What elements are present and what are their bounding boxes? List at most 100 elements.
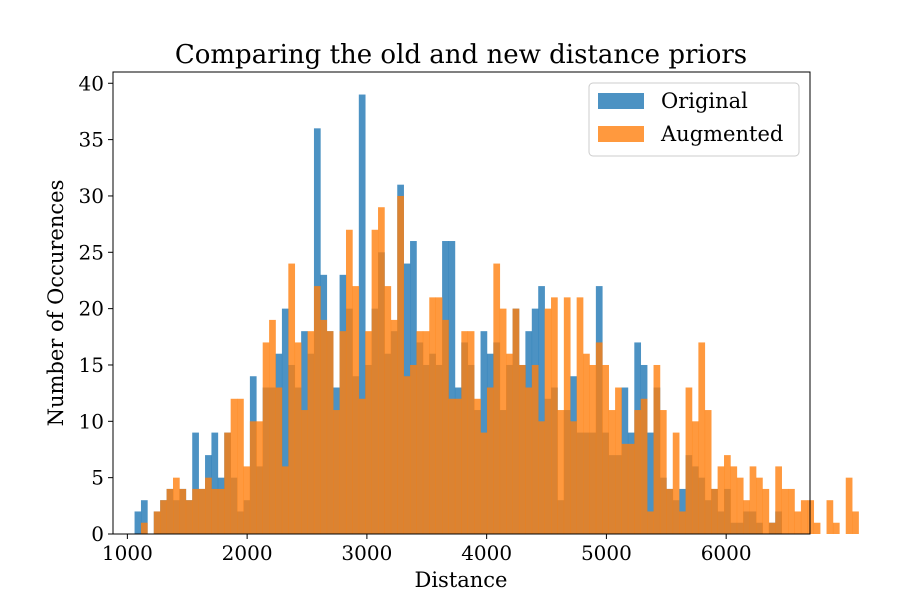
legend: Original Augmented (588, 82, 800, 157)
legend-label-augmented: Augmented (660, 122, 783, 146)
bar-augmented (640, 398, 648, 534)
bar-augmented (307, 331, 315, 534)
bar-augmented (454, 398, 462, 534)
bar-augmented (621, 443, 629, 534)
bar-augmented (352, 286, 360, 534)
bar-augmented (576, 297, 584, 534)
bar-augmented (736, 477, 744, 534)
bar-augmented (659, 410, 667, 534)
bar-augmented (288, 263, 296, 534)
plot-frame (112, 71, 811, 535)
bar-augmented (378, 207, 385, 534)
x-axis-label: Distance (414, 568, 507, 592)
bar-augmented (512, 308, 520, 534)
bar-augmented (403, 376, 411, 534)
bar-augmented (301, 410, 308, 534)
bar-augmented (480, 432, 488, 534)
bars-layer (134, 94, 859, 535)
bar-augmented (794, 511, 802, 534)
bar-augmented (518, 364, 526, 534)
bar-augmented (313, 286, 321, 534)
y-tick-label: 30 (79, 184, 104, 208)
bar-augmented (845, 477, 853, 534)
bar-augmented (749, 466, 757, 534)
bar-augmented (230, 398, 238, 534)
bar-augmented (365, 331, 372, 534)
bar-augmented (756, 477, 763, 534)
bar-augmented (224, 432, 231, 534)
bar-augmented (711, 488, 718, 534)
bar-augmented (448, 398, 456, 534)
bar-augmented (243, 466, 251, 534)
bar-original (358, 94, 366, 534)
bar-augmented (429, 297, 436, 534)
bar-augmented (442, 319, 449, 534)
bar-augmented (595, 342, 603, 534)
bar-augmented (685, 387, 693, 534)
bar-augmented (826, 500, 834, 534)
bar-augmented (185, 500, 193, 534)
bar-augmented (326, 331, 334, 534)
bar-augmented (832, 522, 840, 534)
bar-augmented (852, 511, 859, 534)
bar-augmented (269, 319, 276, 534)
chart-title: Comparing the old and new distance prior… (175, 40, 747, 70)
bar-augmented (217, 488, 225, 534)
bar-augmented (173, 477, 180, 534)
bar-original (140, 500, 148, 534)
x-tick-label: 2000 (222, 541, 273, 565)
bar-augmented (422, 331, 430, 534)
bar-augmented (192, 488, 199, 534)
bar-original (448, 241, 456, 534)
bar-augmented (775, 466, 782, 534)
bar-augmented (724, 455, 731, 534)
bar-original (538, 286, 545, 534)
bar-augmented (339, 331, 347, 534)
bar-augmented (262, 342, 270, 534)
bar-original (192, 432, 199, 534)
x-axis: 1000 2000 3000 4000 5000 6000 (102, 534, 752, 565)
bar-augmented (557, 410, 565, 534)
bar-augmented (538, 421, 545, 534)
bar-augmented (788, 488, 795, 534)
bar-original (134, 511, 142, 534)
bar-augmented (384, 286, 392, 534)
bar-augmented (531, 364, 539, 534)
x-tick-label: 4000 (461, 541, 512, 565)
bar-augmented (390, 319, 398, 534)
bar-augmented (653, 364, 661, 534)
bar-augmented (679, 511, 686, 534)
legend-label-original: Original (661, 89, 748, 113)
bar-augmented (211, 488, 219, 534)
series-augmented (140, 195, 859, 534)
bar-augmented (615, 387, 622, 534)
bar-augmented (140, 522, 148, 534)
bar-augmented (410, 364, 417, 534)
bar-original (211, 432, 219, 534)
y-tick-label: 5 (91, 466, 104, 490)
y-tick-label: 15 (79, 353, 104, 377)
bar-augmented (474, 398, 481, 534)
bar-original (281, 308, 289, 534)
bar-augmented (198, 488, 206, 534)
bar-augmented (768, 522, 776, 534)
bar-augmented (807, 500, 815, 534)
bar-augmented (345, 229, 353, 534)
bar-augmented (563, 297, 571, 534)
bar-augmented (256, 421, 263, 534)
bar-augmented (166, 488, 174, 534)
bar-augmented (397, 195, 404, 534)
x-tick-label: 1000 (102, 541, 153, 565)
bar-augmented (634, 410, 642, 534)
bar-augmented (698, 342, 706, 534)
y-tick-label: 35 (79, 128, 104, 152)
bar-augmented (275, 387, 283, 534)
bar-augmented (358, 398, 366, 534)
legend-swatch-original (598, 93, 644, 109)
bar-augmented (672, 432, 680, 534)
y-tick-label: 40 (79, 71, 104, 95)
bar-augmented (730, 466, 738, 534)
bar-augmented (249, 421, 257, 534)
bar-augmented (371, 229, 379, 534)
